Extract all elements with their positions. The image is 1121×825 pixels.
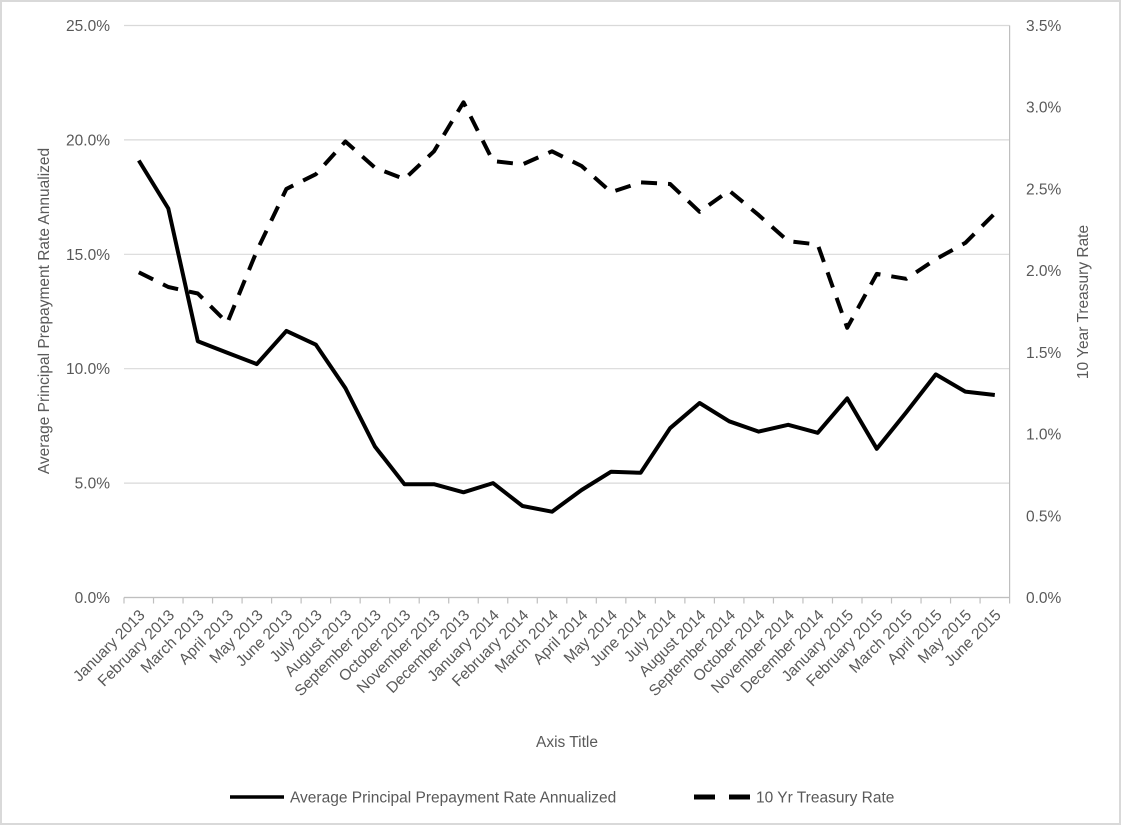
right-axis-tick-label: 1.5% [1026,345,1062,362]
legend-label-prepayment-rate: Average Principal Prepayment Rate Annual… [290,790,616,807]
right-axis-tick-label: 2.0% [1026,263,1062,280]
right-axis-tick-label: 0.5% [1026,508,1062,525]
right-axis-tick-label: 2.5% [1026,181,1062,198]
left-axis-tick-label: 0.0% [75,590,111,607]
left-axis-tick-label: 10.0% [66,361,110,378]
left-axis-tick-label: 25.0% [66,18,110,35]
left-axis-tick-label: 20.0% [66,132,110,149]
right-axis-tick-label: 3.5% [1026,18,1062,35]
series-line-treasury-rate [137,100,997,330]
left-axis-tick-label: 5.0% [75,476,111,493]
right-axis-tick-label: 1.0% [1026,427,1062,444]
right-axis-title: 10 Year Treasury Rate [1075,225,1092,379]
x-axis-title: Axis Title [536,734,598,751]
right-axis-tick-label: 3.0% [1026,100,1062,117]
right-axis-tick-label: 0.0% [1026,590,1062,607]
left-axis-title: Average Principal Prepayment Rate Annual… [36,148,53,474]
left-axis-tick-label: 15.0% [66,247,110,264]
series-line-prepayment-rate [137,159,996,514]
legend-label-treasury-rate: 10 Yr Treasury Rate [756,790,894,807]
